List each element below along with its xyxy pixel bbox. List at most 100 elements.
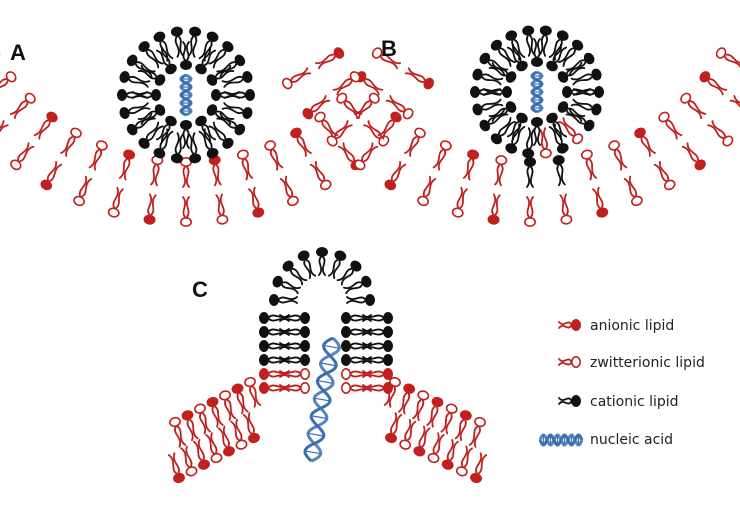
cationic-lipid xyxy=(531,38,543,67)
cationic-lipid xyxy=(259,340,290,352)
cationic-lipid xyxy=(490,117,516,145)
cationic-lipid xyxy=(507,112,528,141)
cationic-lipid xyxy=(538,25,552,57)
cationic-lipid xyxy=(343,275,372,295)
cationic-lipid xyxy=(507,43,528,72)
zwitterionic-lipid xyxy=(219,390,237,422)
helix xyxy=(538,433,584,447)
zwitterionic-lipid xyxy=(326,120,353,147)
zwitterionic-lipid xyxy=(205,432,223,464)
zwitterionic-lipid xyxy=(332,71,361,96)
anionic-lipid xyxy=(181,410,199,442)
legend-label-nucleic: nucleic acid xyxy=(590,432,673,448)
zwitterionic-lipid xyxy=(432,140,452,171)
cationic-lipid xyxy=(524,157,536,188)
cationic-lipid xyxy=(132,89,161,101)
cationic-lipid xyxy=(259,326,290,338)
cationic-lipid xyxy=(279,326,310,338)
anionic-lipid xyxy=(167,452,185,484)
anionic-lipid xyxy=(362,368,393,380)
cationic-lipid xyxy=(206,104,235,125)
zwitterionic-lipid xyxy=(729,95,740,113)
anionic-lipid xyxy=(231,383,249,415)
anionic-lipid xyxy=(143,193,157,225)
zwitterionic-lipid xyxy=(494,155,508,187)
cationic-lipid xyxy=(483,86,512,98)
zwitterionic-lipid xyxy=(169,416,187,448)
zwitterionic-lipid xyxy=(353,92,380,120)
anionic-lipid xyxy=(426,396,444,428)
cationic-lipid xyxy=(362,340,393,352)
legend-item-zwitterionic: zwitterionic lipid xyxy=(558,355,705,371)
cationic-lipid xyxy=(341,312,372,324)
anionic-lipid xyxy=(384,160,407,191)
anionic-lipid xyxy=(0,47,1,59)
cationic-lipid xyxy=(187,132,202,164)
zwitterionic-lipid xyxy=(468,416,486,448)
zwitterionic-lipid xyxy=(0,71,17,96)
anionic-lipid xyxy=(413,425,431,457)
anionic-lipid xyxy=(634,127,656,157)
zwitterionic-lipid xyxy=(623,175,643,207)
cationic-lipid xyxy=(557,62,586,83)
zwitterionic-lipid xyxy=(336,92,363,120)
cationic-lipid xyxy=(208,121,234,149)
zwitterionic-lipid xyxy=(680,92,707,120)
zwitterionic-lipid xyxy=(180,157,192,188)
cationic-lipid xyxy=(153,31,174,62)
cationic-lipid xyxy=(470,86,501,98)
anionic-lipid xyxy=(558,319,581,331)
cationic-lipid xyxy=(558,39,584,67)
cationic-lipid xyxy=(546,43,567,72)
zwitterionic-lipid xyxy=(194,403,212,435)
anionic-lipid xyxy=(33,111,58,140)
zwitterionic-lipid xyxy=(244,376,262,408)
anionic-lipid xyxy=(302,95,331,120)
cationic-lipid xyxy=(531,117,543,146)
panel-b-label: B xyxy=(381,36,397,61)
legend-label-anionic: anionic lipid xyxy=(590,318,674,334)
cationic-lipid xyxy=(221,71,253,88)
cationic-lipid xyxy=(488,101,517,122)
nucleic-acid xyxy=(303,336,341,463)
nucleic-acid-icon xyxy=(538,433,584,447)
cationic-lipid xyxy=(316,247,328,276)
panel-a-label: A xyxy=(10,40,26,65)
cationic-lipid xyxy=(346,294,375,306)
legend-item-cationic: cationic lipid xyxy=(558,394,679,410)
cationic-lipid xyxy=(208,41,234,69)
anionic-lipid xyxy=(217,425,235,457)
zwitterionic-lipid xyxy=(383,376,401,408)
anionic-lipid xyxy=(470,452,488,484)
anionic-lipid xyxy=(699,71,728,96)
cationic-lipid xyxy=(156,46,177,75)
zwitterionic-lipid xyxy=(279,368,310,380)
cationic-lipid xyxy=(505,30,526,61)
zwitterionic-lipid xyxy=(0,120,9,140)
anionic-lipid xyxy=(454,410,472,442)
anionic-lipid xyxy=(242,412,260,444)
cationic-lipid xyxy=(573,86,604,98)
anionic-lipid xyxy=(314,47,345,70)
cationic-lipid xyxy=(472,98,504,116)
zwitterionic-lipid xyxy=(150,155,164,187)
cationic-lipid xyxy=(282,260,308,286)
zwitterionic-lipid xyxy=(180,196,192,227)
cationic-lipid xyxy=(180,41,192,70)
anionic-lipid xyxy=(259,382,290,394)
cationic-lipid xyxy=(546,112,567,141)
cationic-lipid-icon xyxy=(558,395,581,407)
zwitterionic-lipid xyxy=(9,92,36,120)
zwitterionic-lipid xyxy=(715,47,740,70)
zwitterionic-lipid xyxy=(180,445,198,477)
zwitterionic-lipid xyxy=(279,382,310,394)
zwitterionic-lipid xyxy=(309,160,332,191)
legend-label-cationic: cationic lipid xyxy=(590,394,679,410)
cationic-lipid xyxy=(362,326,393,338)
cationic-lipid xyxy=(341,340,372,352)
cationic-lipid xyxy=(570,68,602,86)
zwitterionic-lipid xyxy=(580,149,598,181)
zwitterionic-lipid xyxy=(417,175,437,207)
cationic-lipid xyxy=(522,25,536,57)
